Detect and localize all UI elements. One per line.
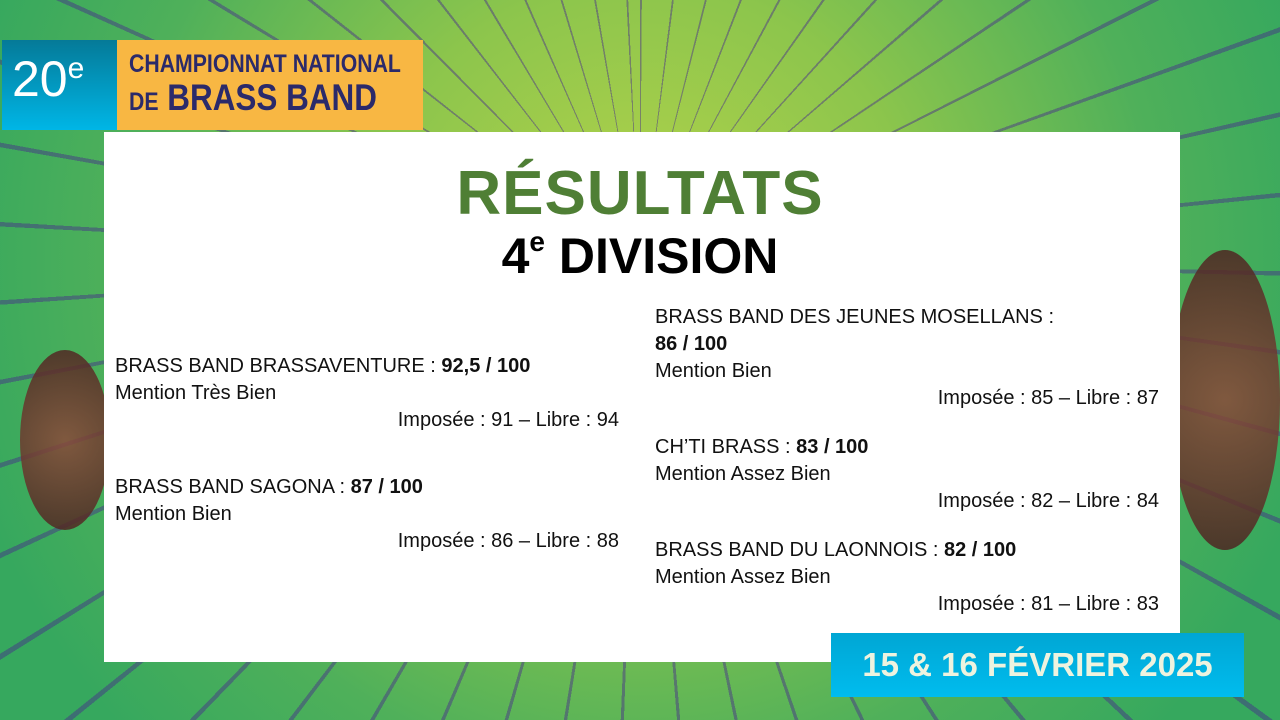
band-detail: Imposée : 81 – Libre : 83 <box>937 593 1159 615</box>
result-entry: BRASS BAND DES JEUNES MOSELLANS : 86 / 1… <box>655 304 1159 412</box>
page-title: RÉSULTATS <box>456 159 824 228</box>
result-entry: BRASS BAND BRASSAVENTURE : 92,5 / 100 Me… <box>115 353 619 434</box>
band-mention: Mention Assez Bien <box>655 566 831 588</box>
band-name: BRASS BAND SAGONA : <box>115 476 351 498</box>
result-entry: BRASS BAND SAGONA : 87 / 100 Mention Bie… <box>115 474 619 555</box>
banner-line-2-main: BRASS BAND <box>167 77 377 118</box>
band-score: 92,5 / 100 <box>441 355 531 377</box>
trumpet-bell-left-illustration <box>20 350 110 530</box>
tuba-bell-right-illustration <box>1170 250 1280 550</box>
event-date-banner: 15 & 16 FÉVRIER 2025 <box>831 633 1244 697</box>
result-entry: BRASS BAND DU LAONNOIS : 82 / 100 Mentio… <box>655 537 1159 618</box>
band-mention: Mention Assez Bien <box>655 463 831 485</box>
band-score: 86 / 100 <box>655 333 728 355</box>
division-heading: 4e DIVISION <box>0 226 1280 285</box>
band-name: BRASS BAND DU LAONNOIS : <box>655 539 944 561</box>
banner-line-2-prefix: DE <box>129 88 159 116</box>
band-detail: Imposée : 86 – Libre : 88 <box>397 530 619 552</box>
band-score: 82 / 100 <box>943 539 1017 561</box>
band-detail: Imposée : 91 – Libre : 94 <box>397 409 619 431</box>
band-score: 83 / 100 <box>796 436 869 458</box>
band-mention: Mention Très Bien <box>115 382 277 404</box>
band-detail: Imposée : 82 – Libre : 84 <box>937 490 1159 512</box>
band-mention: Mention Bien <box>655 360 772 382</box>
edition-number: 20 <box>12 51 68 107</box>
band-name: CH’TI BRASS : <box>655 436 797 458</box>
division-label: DIVISION <box>558 228 779 284</box>
edition-badge: 20e <box>2 40 117 130</box>
band-name: BRASS BAND BRASSAVENTURE : <box>115 355 442 377</box>
results-panel <box>104 132 1180 662</box>
championship-title-banner: CHAMPIONNAT NATIONAL DE BRASS BAND <box>117 40 423 130</box>
division-suffix: e <box>529 226 545 257</box>
banner-line-1: CHAMPIONNAT NATIONAL <box>129 50 401 78</box>
edition-suffix: e <box>67 52 85 85</box>
result-entry: CH’TI BRASS : 83 / 100 Mention Assez Bie… <box>655 434 1159 515</box>
banner-line-2: DE BRASS BAND <box>129 77 379 119</box>
band-detail: Imposée : 85 – Libre : 87 <box>937 387 1159 409</box>
division-number: 4 <box>501 228 530 284</box>
band-name: BRASS BAND DES JEUNES MOSELLANS : <box>655 306 1055 328</box>
band-mention: Mention Bien <box>115 503 232 525</box>
band-score: 87 / 100 <box>350 476 423 498</box>
